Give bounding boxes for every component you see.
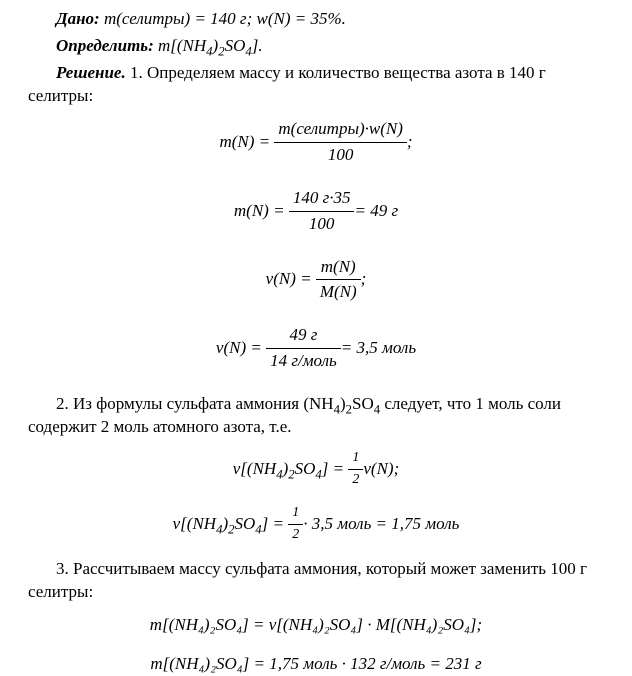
formula-4: ν(N) = 49 г 14 г/моль = 3,5 моль xyxy=(28,324,604,373)
formula-block-2: ν[(NH4)2SO4] = 1 2 ν(N); ν[(NH4)2SO4] = … xyxy=(28,449,604,544)
f5-tail: ν(N); xyxy=(363,458,399,481)
f6-half-num: 1 xyxy=(288,504,303,525)
given-label: Дано: xyxy=(56,9,100,28)
f4-frac: 49 г 14 г/моль xyxy=(266,324,341,373)
f5-p3: SO xyxy=(295,459,316,478)
f4-den: 14 г/моль xyxy=(266,349,341,373)
f1-den: 100 xyxy=(274,143,407,167)
find-line: Определить: m[(NH4)2SO4]. xyxy=(28,35,604,58)
f5-p4: ] = xyxy=(322,459,344,478)
f6-half-den: 2 xyxy=(288,525,303,545)
f4-num: 49 г xyxy=(266,324,341,349)
step2-frag-c: SO xyxy=(352,394,374,413)
f5-half: 1 2 xyxy=(348,449,363,490)
f6-p1: ν[(NH xyxy=(173,514,216,533)
f2-frac: 140 г·35 100 xyxy=(289,187,355,236)
find-frag-3: SO xyxy=(225,36,246,55)
formula-block-1: m(N) = m(селитры)·w(N) 100 ; m(N) = 140 … xyxy=(28,118,604,374)
f4-tail: = 3,5 моль xyxy=(341,337,416,360)
formula-2: m(N) = 140 г·35 100 = 49 г xyxy=(28,187,604,236)
solution-step1: Решение. 1. Определяем массу и количеств… xyxy=(28,62,604,108)
step2-frag-a: 2. Из формулы сульфата аммония (NH xyxy=(56,394,334,413)
f6-lhs: ν[(NH4)2SO4] = xyxy=(173,513,284,536)
given-body: m(селитры) = 140 г; w(N) = 35%. xyxy=(100,9,346,28)
find-label: Определить: xyxy=(56,36,154,55)
f2-den: 100 xyxy=(289,212,355,236)
formula-block-3: m[(NH₄)₂SO₄] = ν[(NH₄)₂SO₄] · M[(NH₄)₂SO… xyxy=(28,614,604,676)
given-line: Дано: m(селитры) = 140 г; w(N) = 35%. xyxy=(28,8,604,31)
f1-num: m(селитры)·w(N) xyxy=(274,118,407,143)
f6-p3: SO xyxy=(235,514,256,533)
formula-8: m[(NH₄)₂SO₄] = 1,75 моль · 132 г/моль = … xyxy=(28,653,604,676)
f1-frac: m(селитры)·w(N) 100 xyxy=(274,118,407,167)
f3-tail: ; xyxy=(361,268,367,291)
formula-1: m(N) = m(селитры)·w(N) 100 ; xyxy=(28,118,604,167)
f3-den: M(N) xyxy=(316,280,361,304)
f1-lhs: m(N) = xyxy=(219,131,270,154)
solution-step3: 3. Рассчитываем массу сульфата аммония, … xyxy=(28,558,604,604)
formula-5: ν[(NH4)2SO4] = 1 2 ν(N); xyxy=(28,449,604,490)
f6-half: 1 2 xyxy=(288,504,303,545)
find-frag-4: ]. xyxy=(252,36,263,55)
f3-num: m(N) xyxy=(316,256,361,281)
f2-num: 140 г·35 xyxy=(289,187,355,212)
f5-half-den: 2 xyxy=(348,470,363,490)
f3-frac: m(N) M(N) xyxy=(316,256,361,305)
f4-lhs: ν(N) = xyxy=(216,337,262,360)
f6-p4: ] = xyxy=(262,514,284,533)
solution-step2: 2. Из формулы сульфата аммония (NH4)2SO4… xyxy=(28,393,604,439)
f2-lhs: m(N) = xyxy=(234,200,285,223)
formula-6: ν[(NH4)2SO4] = 1 2 · 3,5 моль = 1,75 мол… xyxy=(28,504,604,545)
find-body: m[(NH4)2SO4]. xyxy=(154,36,263,55)
f5-lhs: ν[(NH4)2SO4] = xyxy=(233,458,344,481)
solution-label: Решение. xyxy=(56,63,126,82)
formula-3: ν(N) = m(N) M(N) ; xyxy=(28,256,604,305)
f2-tail: = 49 г xyxy=(354,200,398,223)
f5-half-num: 1 xyxy=(348,449,363,470)
f3-lhs: ν(N) = xyxy=(266,268,312,291)
f5-p1: ν[(NH xyxy=(233,459,276,478)
f6-tail: · 3,5 моль = 1,75 моль xyxy=(303,513,459,536)
formula-7: m[(NH₄)₂SO₄] = ν[(NH₄)₂SO₄] · M[(NH₄)₂SO… xyxy=(28,614,604,637)
find-frag-1: m[(NH xyxy=(154,36,206,55)
document-page: Дано: m(селитры) = 140 г; w(N) = 35%. Оп… xyxy=(0,0,632,658)
f1-tail: ; xyxy=(407,131,413,154)
